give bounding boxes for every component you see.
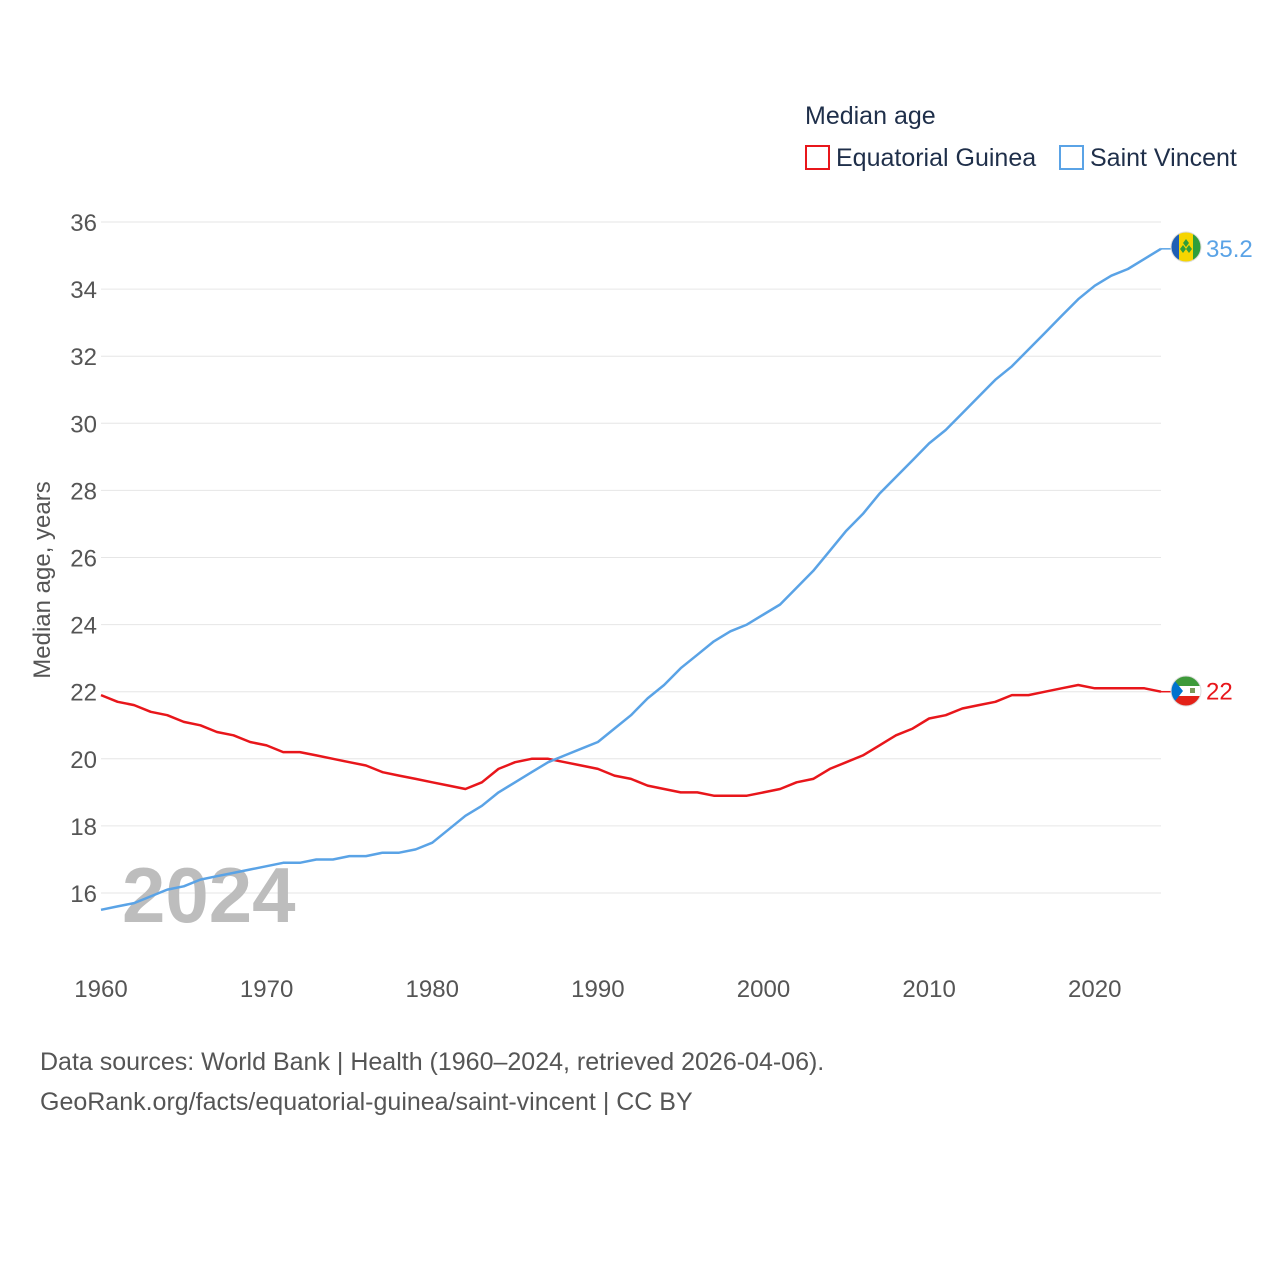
- x-tick-label: 2000: [737, 976, 790, 1003]
- equatorial-guinea-flag-icon: [1170, 675, 1202, 707]
- y-tick-label: 22: [70, 680, 97, 707]
- end-labels: 22 35.2: [1161, 236, 1253, 706]
- y-tick-label: 18: [70, 814, 97, 841]
- legend-item-saint-vincent[interactable]: Saint Vincent: [1059, 144, 1237, 172]
- y-tick-label: 32: [70, 344, 97, 371]
- x-tick-label: 2010: [902, 976, 955, 1003]
- y-tick-label: 16: [70, 881, 97, 908]
- y-tick-label: 36: [70, 210, 97, 237]
- end-value-label: 35.2: [1206, 236, 1253, 263]
- x-tick-label: 1980: [406, 976, 459, 1003]
- legend-swatch: [1059, 145, 1084, 170]
- source-line: Data sources: World Bank | Health (1960–…: [40, 1048, 825, 1076]
- legend-label: Saint Vincent: [1090, 144, 1237, 172]
- series-lines: [100, 247, 1162, 912]
- y-axis-ticks: 16 18 20 22 24 26 28 30 32 34 36: [70, 210, 97, 908]
- y-tick-label: 26: [70, 546, 97, 573]
- y-tick-label: 20: [70, 747, 97, 774]
- y-tick-label: 34: [70, 277, 97, 304]
- y-tick-label: 30: [70, 411, 97, 438]
- year-watermark: 2024: [122, 851, 296, 939]
- x-tick-label: 1970: [240, 976, 293, 1003]
- legend-label: Equatorial Guinea: [836, 144, 1036, 172]
- attribution-link[interactable]: GeoRank.org/facts/equatorial-guinea/sain…: [40, 1088, 693, 1116]
- x-tick-label: 2020: [1068, 976, 1121, 1003]
- x-axis-ticks: 1960 1970 1980 1990 2000 2010 2020: [74, 976, 1121, 1003]
- series-line-equatorial-guinea[interactable]: [100, 683, 1162, 797]
- x-tick-label: 1990: [571, 976, 624, 1003]
- legend: Median age Equatorial Guinea Saint Vince…: [805, 102, 1237, 172]
- saint-vincent-flag-icon: [1170, 231, 1202, 263]
- end-value-label: 22: [1206, 679, 1233, 706]
- x-tick-label: 1960: [74, 976, 127, 1003]
- legend-title: Median age: [805, 102, 936, 130]
- flags: [1170, 231, 1202, 707]
- legend-item-equatorial-guinea[interactable]: Equatorial Guinea: [805, 144, 1036, 172]
- y-axis-label: Median age, years: [29, 481, 56, 678]
- series-line-saint-vincent[interactable]: [100, 247, 1162, 912]
- y-tick-label: 28: [70, 478, 97, 505]
- gridlines: [101, 221, 1161, 894]
- source-footer: Data sources: World Bank | Health (1960–…: [40, 1042, 824, 1122]
- y-tick-label: 24: [70, 613, 97, 640]
- legend-swatch: [805, 145, 830, 170]
